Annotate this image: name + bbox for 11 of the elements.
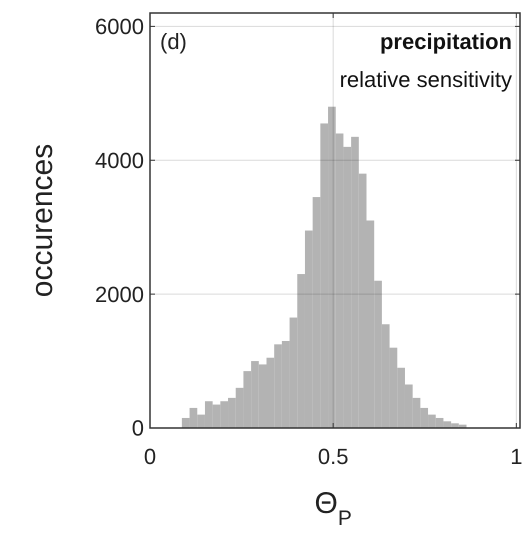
- y-tick-label: 0: [132, 416, 144, 441]
- y-tick-label: 6000: [95, 14, 144, 40]
- annotation: (d): [160, 29, 187, 54]
- x-tick-label: 0.5: [318, 444, 348, 469]
- x-tick-label: 1: [510, 444, 522, 469]
- y-axis-title: occurences: [26, 144, 59, 298]
- annotation: precipitation: [380, 29, 512, 54]
- x-axis-title: Θ$_{P}$: [314, 487, 352, 530]
- y-tick-label: 2000: [95, 282, 144, 307]
- annotation: relative sensitivity: [340, 67, 512, 92]
- y-tick-label: 4000: [95, 148, 144, 173]
